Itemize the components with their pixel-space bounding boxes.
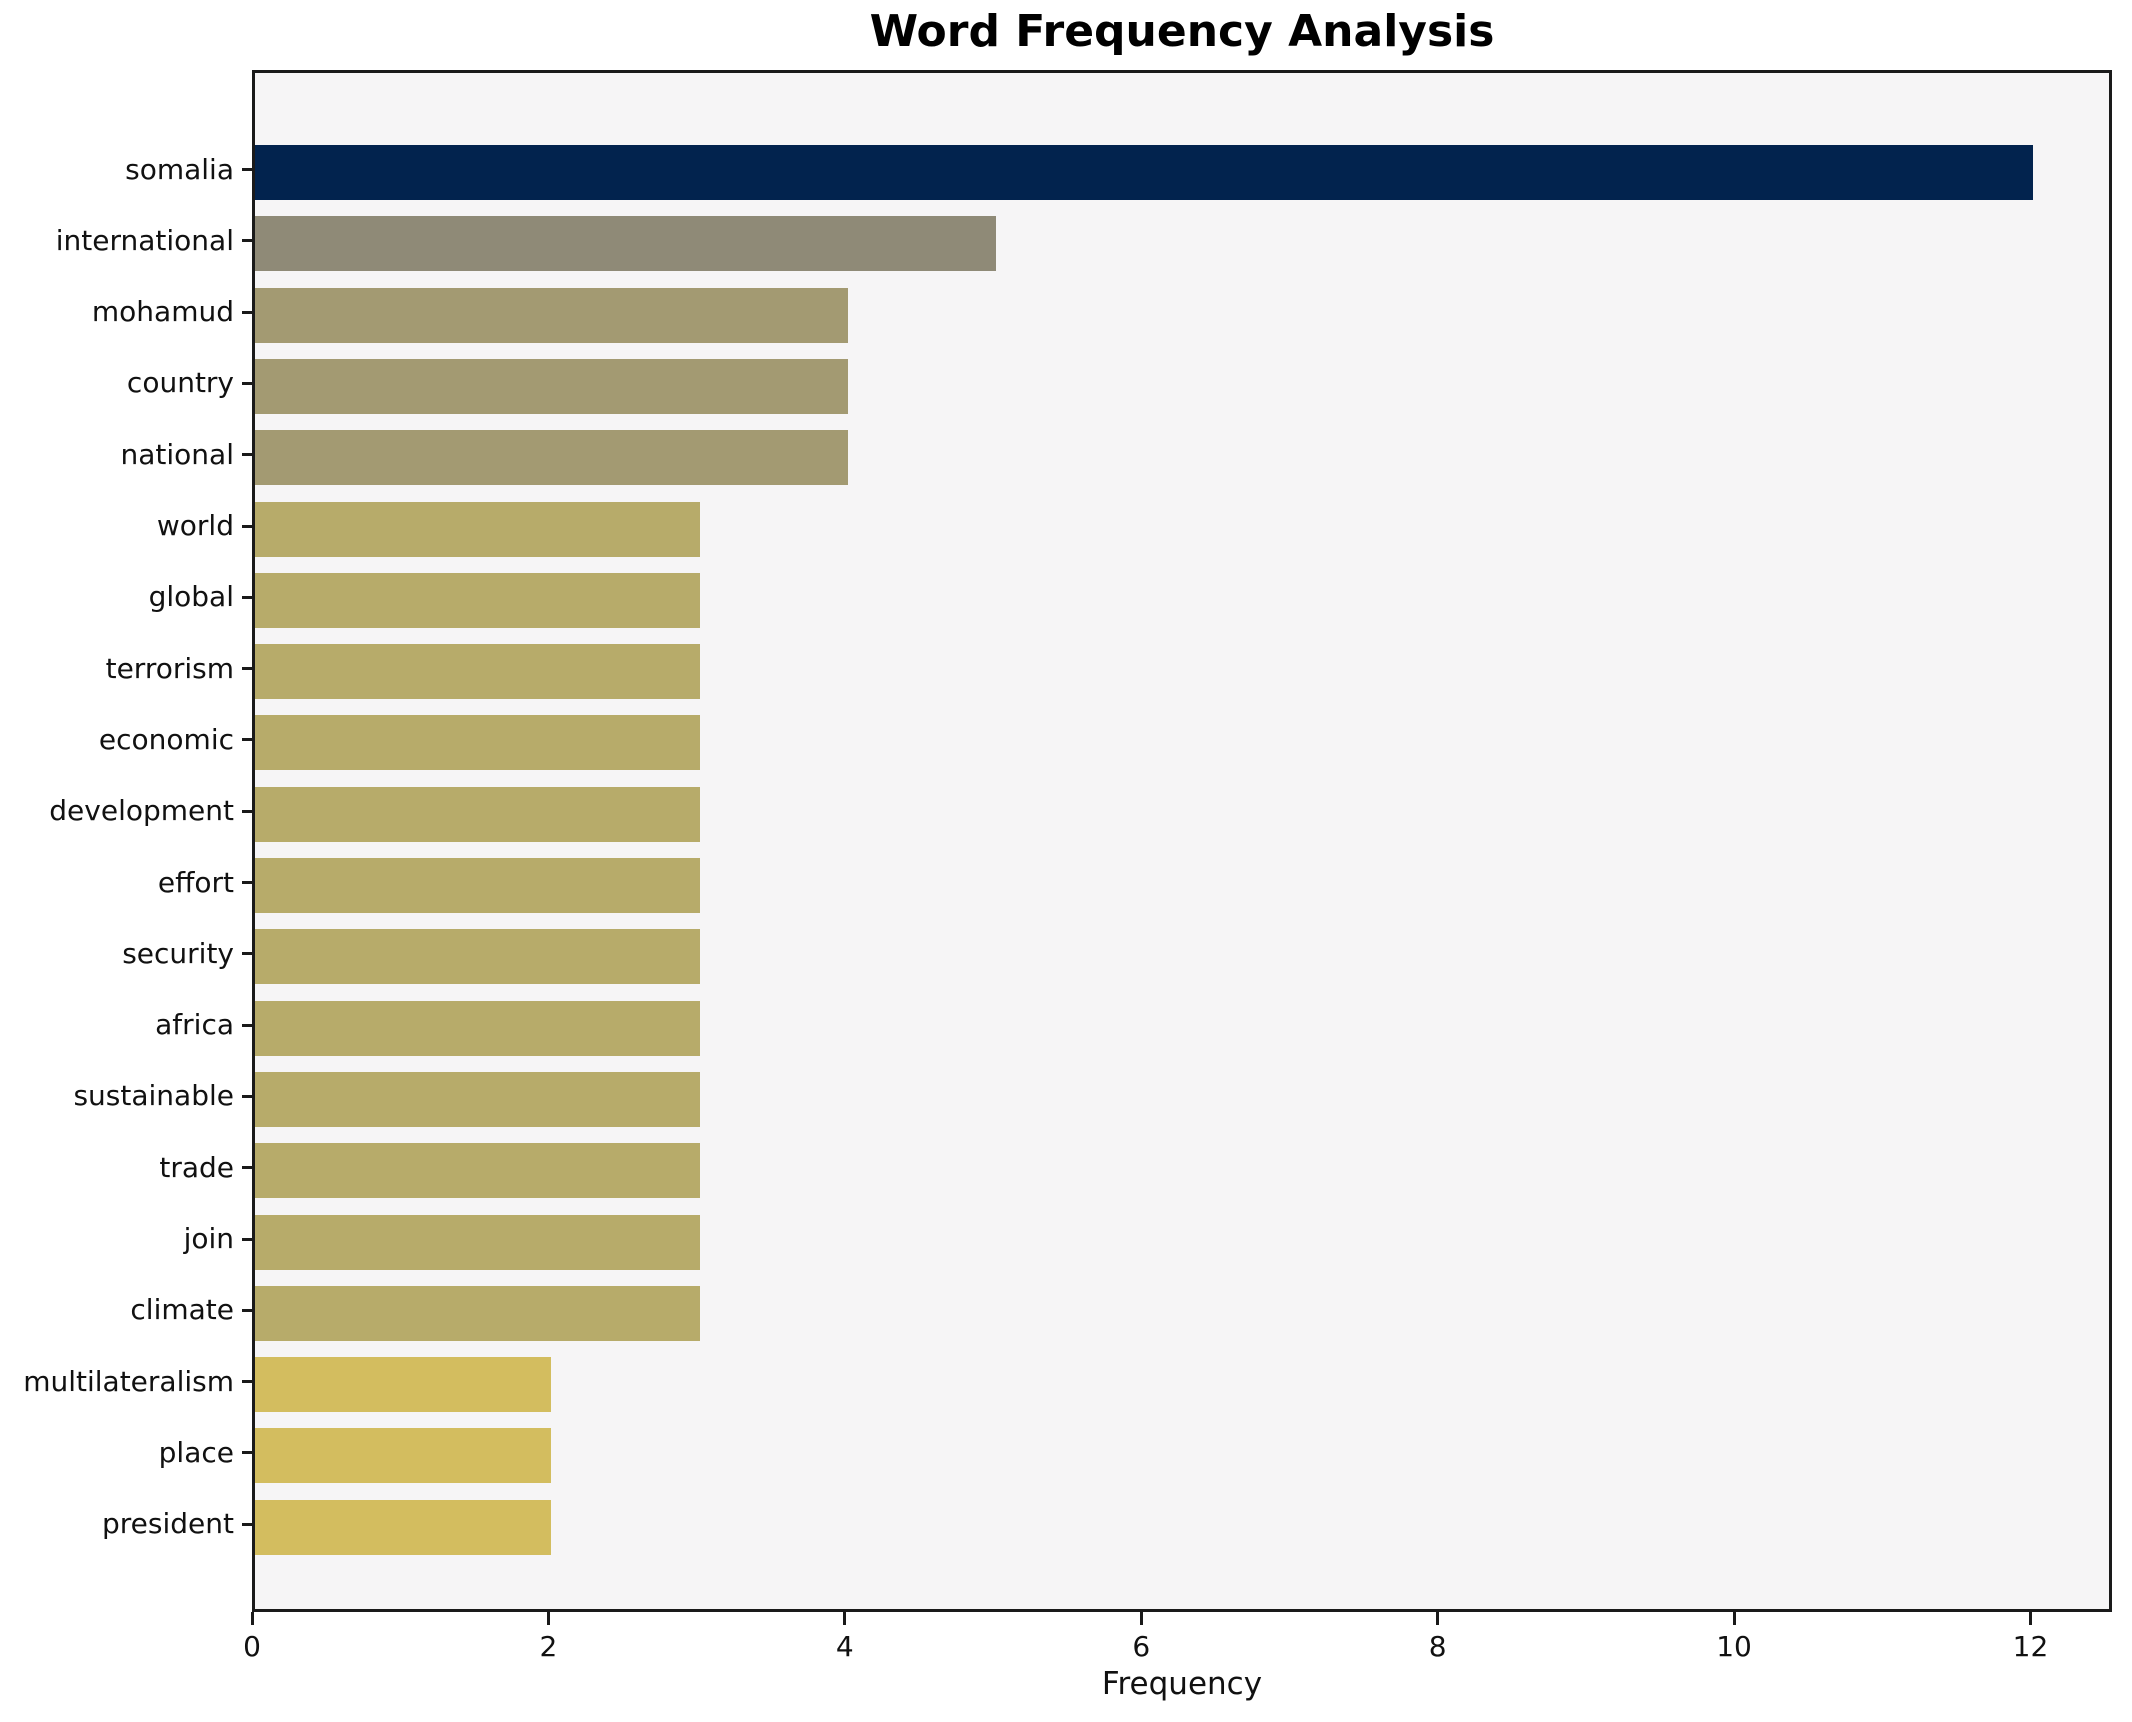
x-tick-mark <box>2028 1612 2032 1625</box>
x-tick-label: 0 <box>243 1630 261 1663</box>
bar-terrorism <box>255 644 700 700</box>
bar-multilateralism <box>255 1357 552 1413</box>
y-tick-mark <box>242 738 252 742</box>
bar-world <box>255 501 700 557</box>
y-tick-mark <box>242 168 252 171</box>
y-tick-label: world <box>156 509 234 542</box>
y-tick-label: africa <box>155 1008 234 1042</box>
y-tick-mark <box>242 881 252 884</box>
y-tick-mark <box>242 952 252 956</box>
y-tick-label: join <box>183 1222 234 1255</box>
bar-place <box>255 1428 552 1484</box>
y-tick-label: terrorism <box>105 651 234 685</box>
y-tick-label: security <box>122 936 234 970</box>
y-tick-mark <box>242 524 252 528</box>
bar-country <box>255 358 848 414</box>
bar-global <box>255 572 700 628</box>
y-tick-label: global <box>148 580 234 614</box>
y-tick-mark <box>242 1237 252 1241</box>
x-axis-label: Frequency <box>1101 1666 1263 1702</box>
y-tick-mark <box>242 239 252 243</box>
x-tick-label: 10 <box>1716 1630 1752 1663</box>
bar-trade <box>255 1143 700 1199</box>
x-tick-mark <box>250 1612 254 1625</box>
y-tick-mark <box>242 809 252 813</box>
y-tick-mark <box>242 1451 252 1455</box>
bar-somalia <box>255 145 2034 200</box>
y-tick-label: trade <box>159 1150 234 1184</box>
bar-mohamud <box>255 287 848 343</box>
y-tick-label: international <box>55 223 234 257</box>
bar-development <box>255 786 700 842</box>
y-tick-label: multilateralism <box>23 1364 234 1398</box>
chart-title: Word Frequency Analysis <box>869 6 1495 57</box>
y-tick-mark <box>242 1308 252 1312</box>
y-tick-mark <box>242 1522 252 1526</box>
bar-effort <box>255 858 700 913</box>
x-tick-mark <box>1139 1612 1143 1625</box>
y-tick-mark <box>242 667 252 671</box>
y-tick-label: country <box>126 366 234 400</box>
bar-join <box>255 1214 700 1270</box>
bar-africa <box>255 1000 700 1056</box>
y-tick-mark <box>242 1166 252 1170</box>
x-tick-mark <box>546 1612 550 1625</box>
bar-international <box>255 216 997 272</box>
x-tick-label: 2 <box>539 1630 558 1663</box>
y-tick-label: climate <box>130 1293 234 1327</box>
y-tick-mark <box>242 595 252 599</box>
y-tick-label: somalia <box>125 152 234 186</box>
x-tick-label: 12 <box>2012 1630 2049 1663</box>
y-tick-mark <box>242 310 252 314</box>
y-tick-label: place <box>158 1435 234 1469</box>
y-tick-label: economic <box>98 722 234 756</box>
bar-national <box>255 430 848 486</box>
y-tick-label: president <box>102 1507 234 1541</box>
y-tick-mark <box>242 1380 252 1384</box>
x-tick-label: 6 <box>1132 1630 1151 1663</box>
y-tick-label: mohamud <box>91 295 234 329</box>
y-tick-label: effort <box>157 865 234 899</box>
y-tick-mark <box>242 1023 252 1027</box>
bar-president <box>255 1499 552 1555</box>
x-tick-mark <box>843 1612 847 1625</box>
x-tick-mark <box>1732 1612 1736 1625</box>
plot-area <box>252 70 2112 1612</box>
y-tick-mark <box>242 1094 252 1098</box>
bar-sustainable <box>255 1071 700 1127</box>
y-tick-label: development <box>49 794 234 828</box>
y-tick-mark <box>242 453 252 457</box>
bar-security <box>255 929 700 985</box>
x-tick-mark <box>1436 1612 1440 1625</box>
x-tick-label: 4 <box>835 1630 854 1663</box>
y-tick-mark <box>242 381 252 385</box>
bar-economic <box>255 715 700 771</box>
y-tick-label: sustainable <box>73 1079 234 1113</box>
y-tick-label: national <box>120 437 234 471</box>
x-tick-label: 8 <box>1428 1630 1447 1663</box>
bar-climate <box>255 1285 700 1341</box>
